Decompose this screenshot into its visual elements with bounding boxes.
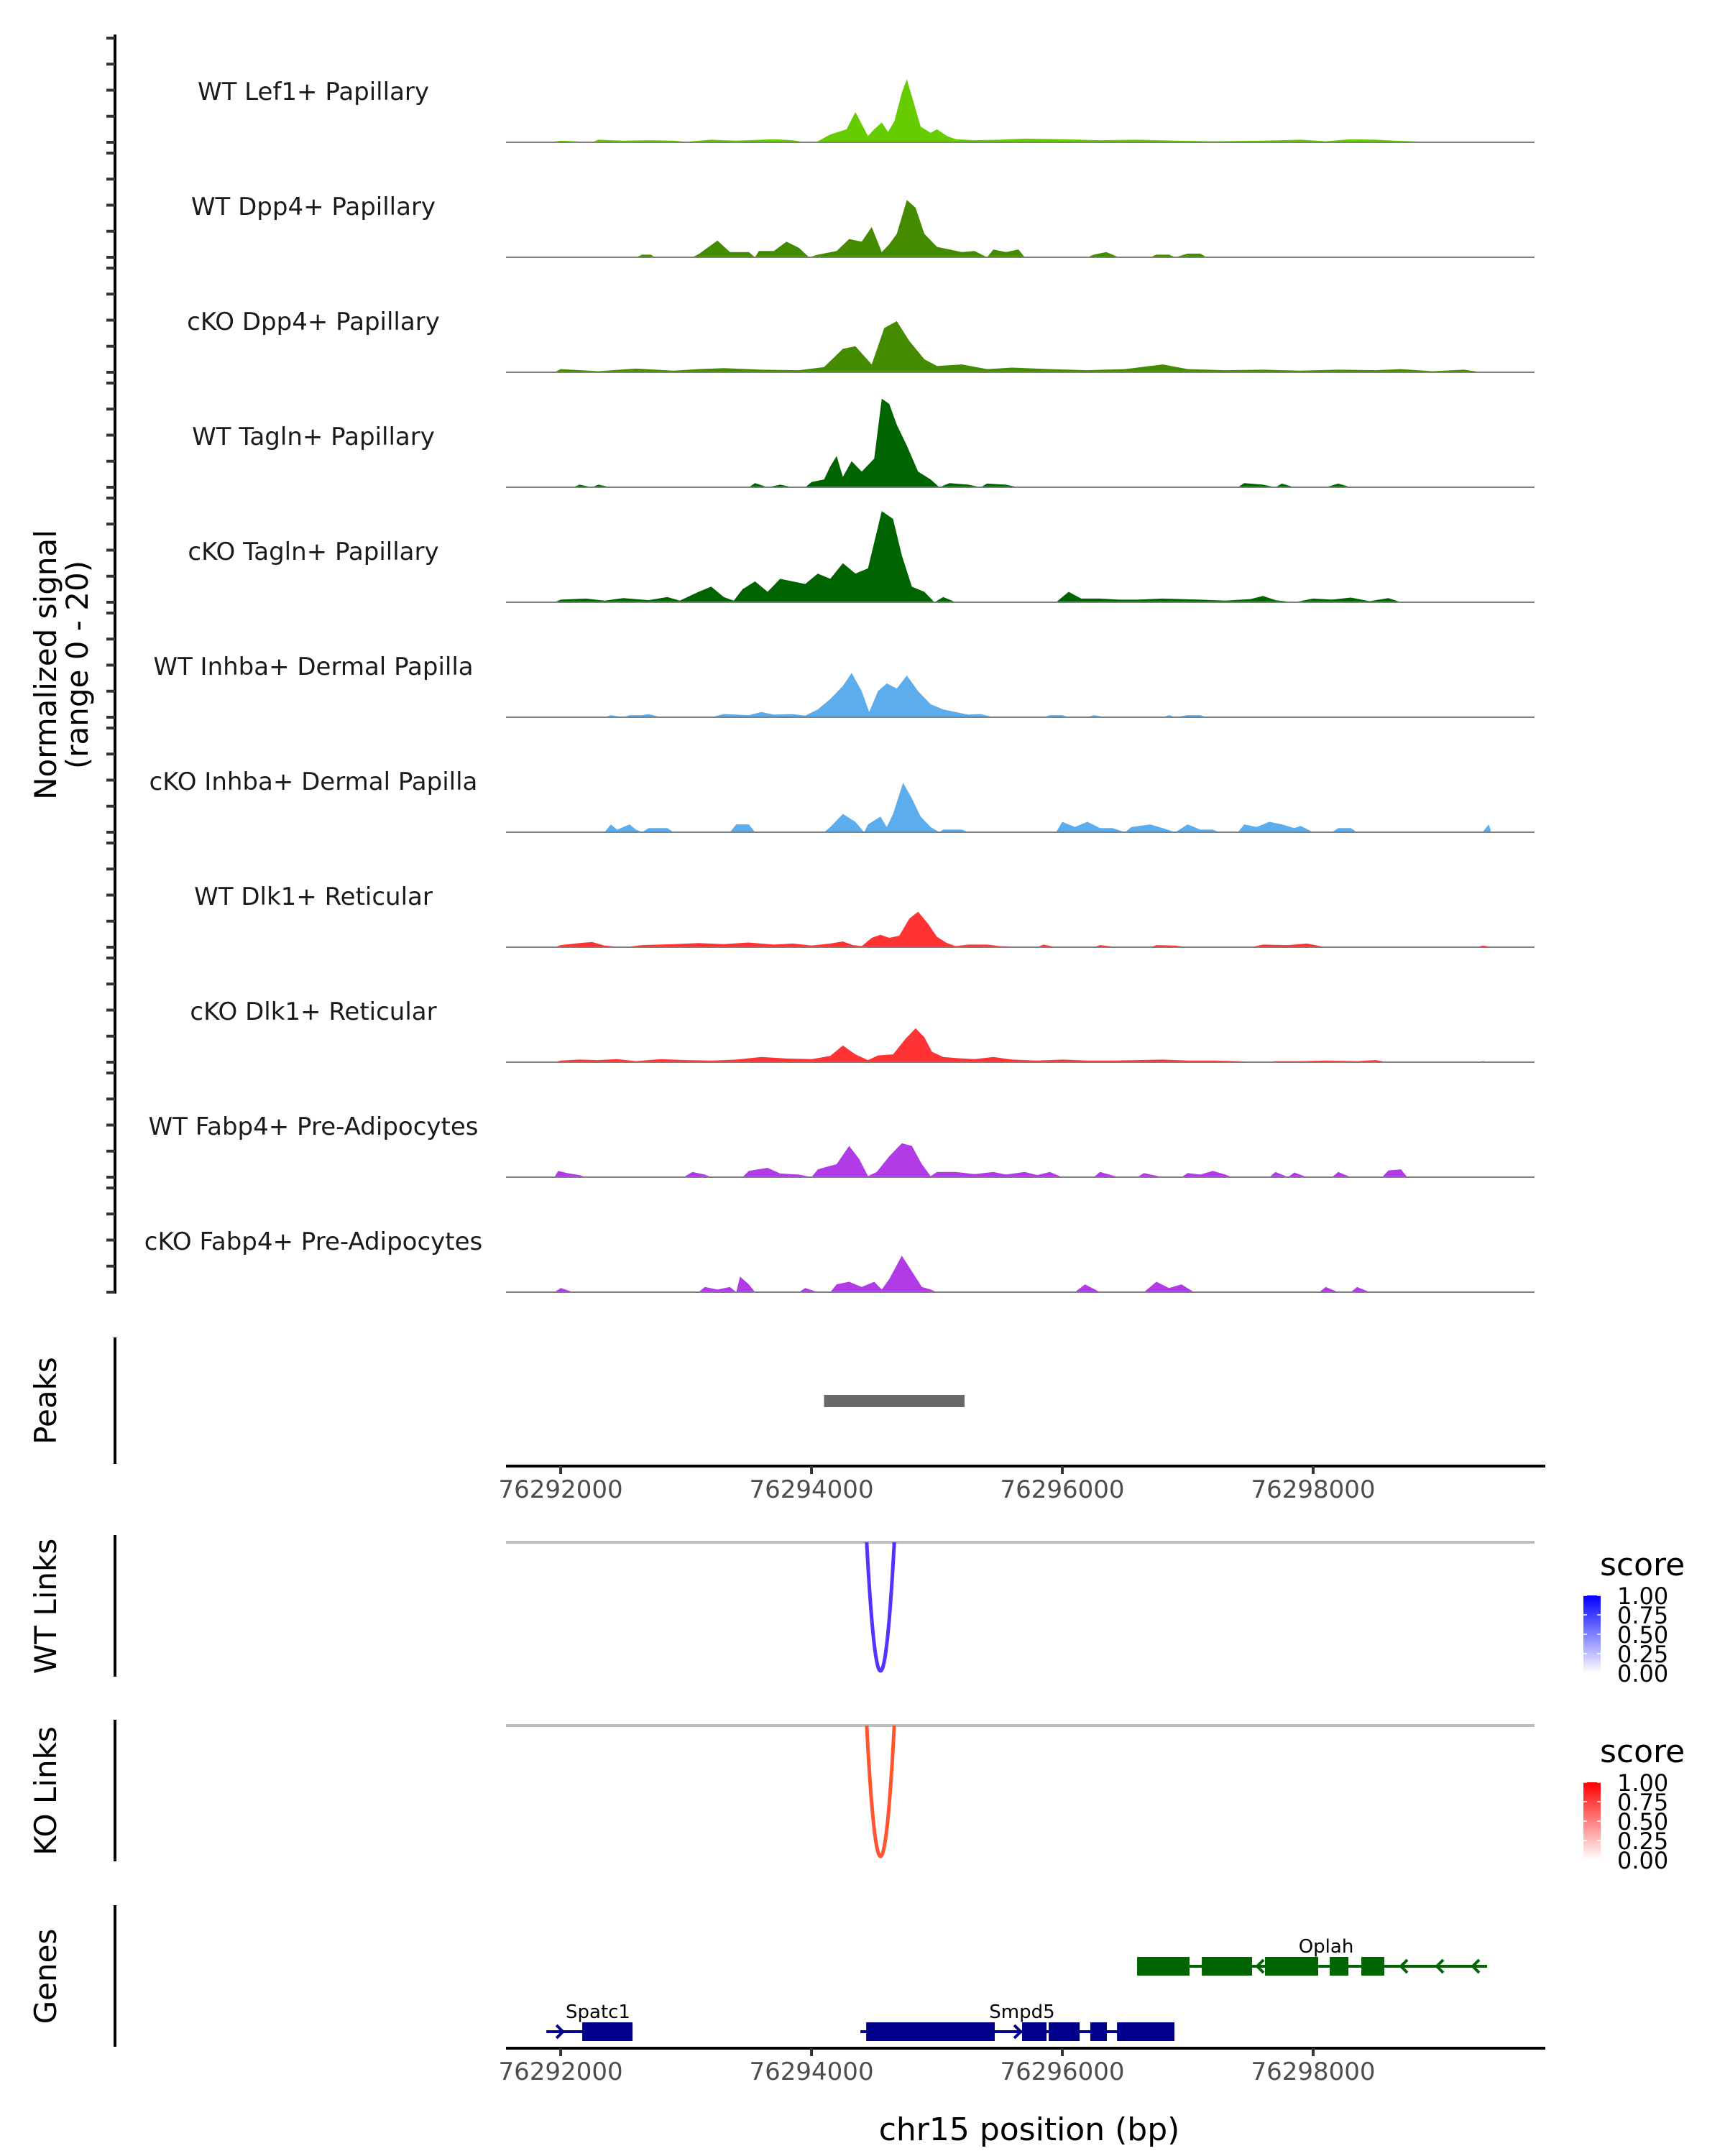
legend-tick-label: 1.00	[1617, 1583, 1668, 1610]
peaks-track	[824, 1395, 965, 1407]
legend-tick-label: 0.50	[1617, 1621, 1668, 1649]
legend-tick-label: 0.25	[1617, 1828, 1668, 1855]
x-tick-label: 76298000	[1251, 1475, 1375, 1504]
gene-exon	[866, 2022, 995, 2041]
ko-links-track	[506, 1724, 1535, 1858]
coverage-tracks: WT Lef1+ Papillary WT Dpp4+ Papillary cKO …	[144, 78, 1535, 1293]
legend-title: score	[1600, 1547, 1685, 1583]
coverage-area	[554, 511, 1402, 602]
track-label: cKO Dlk1+ Reticular	[190, 998, 436, 1026]
gene-exon	[1202, 1957, 1253, 1976]
gene-exon	[1137, 1957, 1190, 1976]
gene-exon	[1330, 1957, 1349, 1976]
coverage-area	[554, 1143, 1407, 1177]
coverage-area	[554, 1256, 1370, 1292]
strand-arrow-icon	[1399, 1958, 1409, 1974]
strand-arrow-icon	[555, 2024, 566, 2040]
track-label: WT Fabp4+ Pre-Adipocytes	[149, 1112, 479, 1141]
y-axis-title-line-2: (range 0 - 20)	[60, 561, 95, 769]
x-tick-label: 76296000	[1000, 1475, 1125, 1504]
track-label: WT Tagln+ Papillary	[192, 423, 435, 451]
track-label: cKO Inhba+ Dermal Papilla	[150, 768, 478, 796]
gene-exon	[1265, 1957, 1319, 1976]
gene-label: Spatc1	[566, 2001, 630, 2023]
strand-arrow-icon	[1013, 2024, 1023, 2040]
track-label: WT Lef1+ Papillary	[198, 78, 429, 106]
x-tick-label: 76294000	[750, 1475, 874, 1504]
gene-label: Smpd5	[989, 2001, 1054, 2023]
coverage-track: cKO Dlk1+ Reticular	[190, 998, 1535, 1063]
coverage-track: WT Tagln+ Papillary	[192, 398, 1535, 488]
coverage-track: cKO Fabp4+ Pre-Adipocytes	[144, 1227, 1535, 1293]
y-axis-title-line-1: Normalized signal	[28, 530, 63, 800]
x-tick-label: 76298000	[1251, 2058, 1375, 2086]
track-label: cKO Dpp4+ Papillary	[187, 308, 440, 336]
strand-arrow-icon	[1255, 1958, 1265, 1974]
legend-title: score	[1600, 1733, 1685, 1770]
x-tick-label: 76294000	[750, 2058, 874, 2086]
legend-tick-label: 1.00	[1617, 1769, 1668, 1797]
x-axis-peaks: 76292000 76294000 76296000 76298000	[499, 1465, 1545, 1504]
legend-tick-label: 0.00	[1617, 1847, 1668, 1874]
coverage-track: WT Dlk1+ Reticular	[194, 883, 1535, 948]
wt-links-title: WT Links	[28, 1539, 63, 1674]
coverage-track: cKO Dpp4+ Papillary	[187, 308, 1535, 373]
gene-exon	[1117, 2022, 1175, 2041]
gene-exon	[1022, 2022, 1047, 2041]
track-label: WT Inhba+ Dermal Papilla	[153, 653, 473, 681]
signal-y-axis	[106, 34, 116, 1294]
gene-exon	[1049, 2022, 1080, 2041]
coverage-track: WT Fabp4+ Pre-Adipocytes	[149, 1112, 1535, 1178]
coverage-track: WT Dpp4+ Papillary	[191, 193, 1535, 258]
track-label: cKO Tagln+ Papillary	[188, 538, 438, 566]
x-tick-label: 76296000	[1000, 2058, 1125, 2086]
legend-tick-label: 0.50	[1617, 1808, 1668, 1835]
x-axis-genes: 76292000 76294000 76296000 76298000	[499, 2047, 1545, 2086]
genes-title: Genes	[28, 1929, 63, 2024]
coverage-area	[548, 79, 1451, 142]
strand-arrow-icon	[1435, 1958, 1445, 1974]
track-label: WT Dlk1+ Reticular	[194, 883, 433, 911]
legend-tick-label: 0.75	[1617, 1602, 1668, 1629]
wt-links-track	[506, 1541, 1535, 1673]
gene-exon	[1090, 2022, 1107, 2041]
x-tick-label: 76292000	[499, 1475, 623, 1504]
coverage-area	[554, 911, 1495, 947]
gene-label: Oplah	[1299, 1936, 1354, 1958]
coverage-track: cKO Inhba+ Dermal Papilla	[150, 768, 1535, 833]
coverage-area	[573, 398, 1351, 487]
gene-exon	[1361, 1957, 1384, 1976]
gene-model: Smpd5	[860, 2001, 1175, 2041]
coverage-area	[604, 673, 1207, 717]
gene-exon	[582, 2022, 633, 2041]
genes-track: Spatc1 Smpd5 Oplah	[546, 1936, 1488, 2041]
coverage-area	[554, 1028, 1491, 1062]
peak-region	[824, 1395, 965, 1407]
coverage-area	[635, 200, 1207, 257]
x-axis-title: chr15 position (bp)	[879, 2111, 1180, 2148]
strand-arrow-icon	[1471, 1958, 1481, 1974]
gene-model: Spatc1	[546, 2001, 633, 2041]
coverage-area	[604, 783, 1491, 832]
gene-model: Oplah	[1137, 1936, 1488, 1976]
ko-links-title: KO Links	[28, 1726, 63, 1856]
coverage-track: WT Lef1+ Papillary	[198, 78, 1535, 143]
legend-tick-label: 0.00	[1617, 1660, 1668, 1687]
coverage-track: cKO Tagln+ Papillary	[188, 511, 1535, 603]
link-arc	[865, 1542, 896, 1673]
x-tick-label: 76292000	[499, 2058, 623, 2086]
link-arc	[865, 1725, 896, 1858]
peaks-panel-title: Peaks	[28, 1357, 63, 1445]
coverage-area	[554, 321, 1483, 372]
legend-tick-label: 0.25	[1617, 1641, 1668, 1668]
coverage-track: WT Inhba+ Dermal Papilla	[153, 653, 1535, 718]
track-label: WT Dpp4+ Papillary	[191, 193, 436, 221]
legend-tick-label: 0.75	[1617, 1789, 1668, 1816]
track-label: cKO Fabp4+ Pre-Adipocytes	[144, 1227, 483, 1256]
